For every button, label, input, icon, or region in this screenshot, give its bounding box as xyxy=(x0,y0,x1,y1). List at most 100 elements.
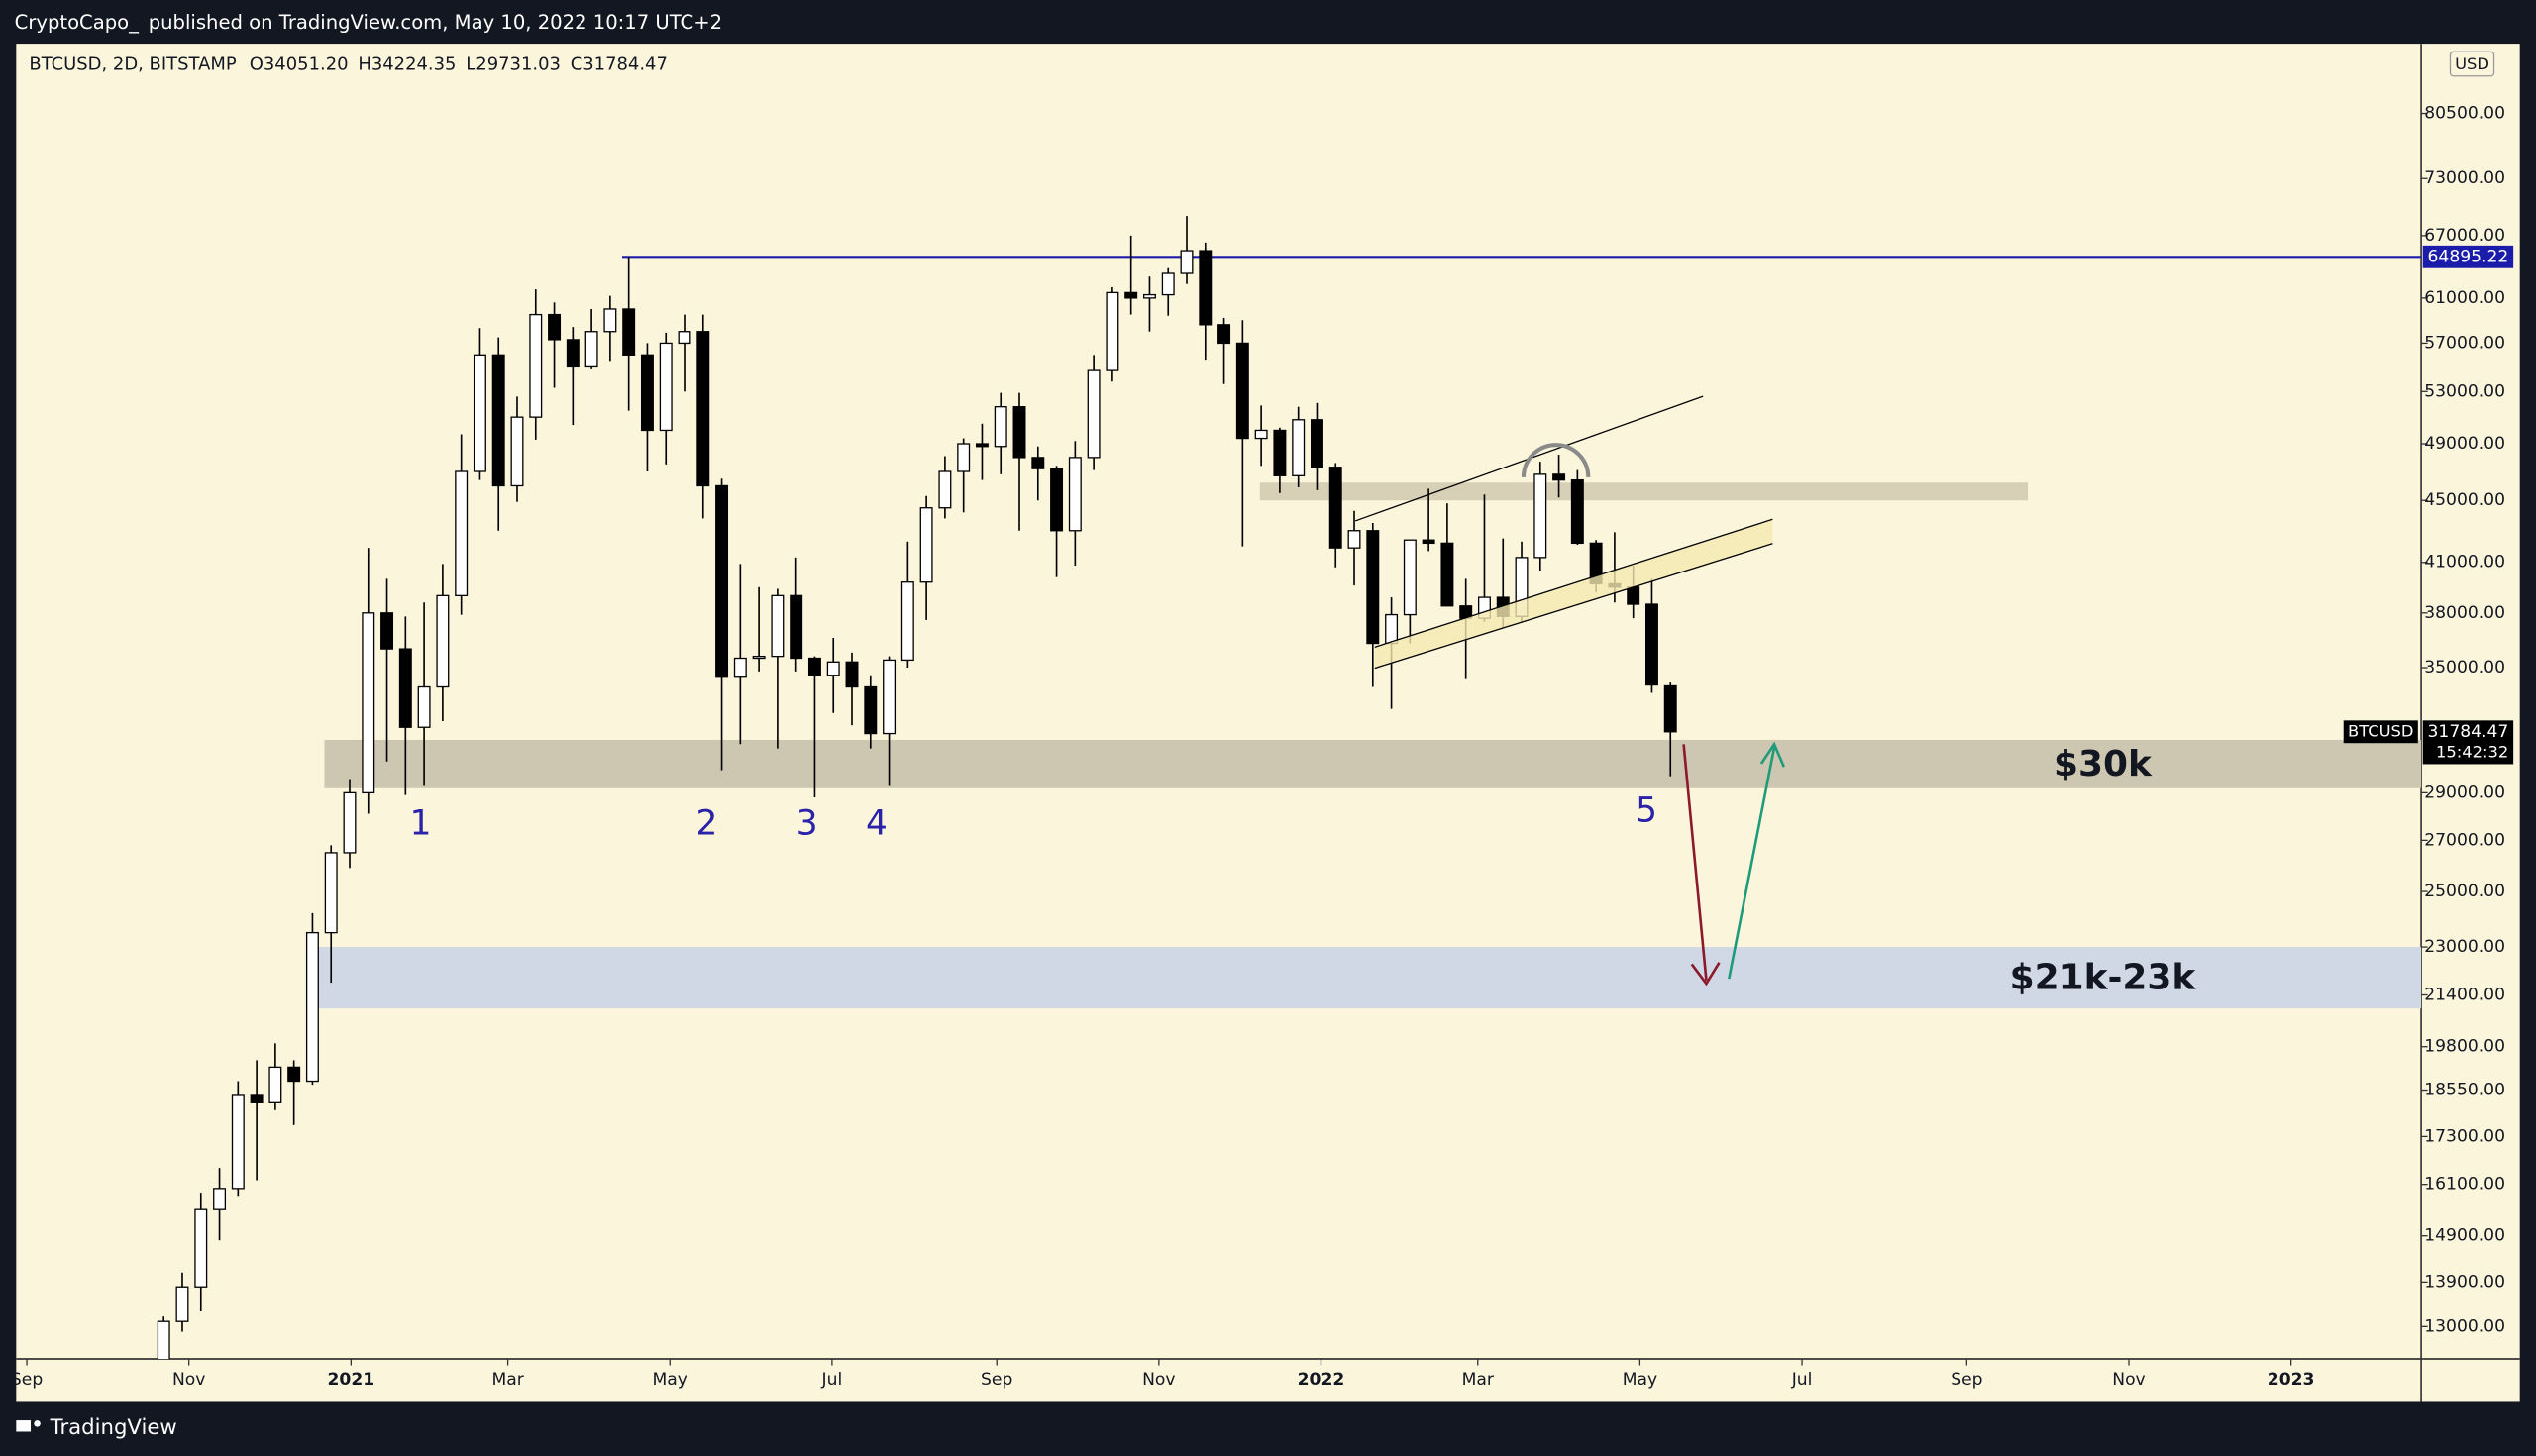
y-tick-label: 27000.00 xyxy=(2424,830,2505,850)
candle-body xyxy=(864,685,878,735)
candle-body xyxy=(1012,406,1026,459)
candle-body xyxy=(305,931,319,1083)
arrow-down xyxy=(1682,744,1708,981)
y-tick-label: 35000.00 xyxy=(2424,658,2505,677)
axes: 13000.00 13900.00 14900.00 16100.00 17300.00… xyxy=(11,104,2514,1390)
publisher: CryptoCapo_ published on TradingView.com,… xyxy=(15,10,722,33)
candle-body xyxy=(362,612,375,794)
candle-body xyxy=(529,313,543,418)
zones: $30k $21k-23k xyxy=(308,256,2422,1009)
publisher-name: CryptoCapo_ xyxy=(15,10,139,33)
candle-body xyxy=(790,594,803,660)
publish-info: published on TradingView.com, May 10, 20… xyxy=(149,10,722,33)
zone-label: $21k-23k xyxy=(2010,958,2197,998)
wave-label: 4 xyxy=(866,803,888,843)
candle-body xyxy=(455,470,469,597)
countdown: 15:42:32 xyxy=(2436,743,2508,762)
candle-body xyxy=(640,354,654,432)
y-tick-label: 16100.00 xyxy=(2424,1175,2505,1195)
candle-body xyxy=(1068,457,1082,532)
candle-body xyxy=(1050,468,1064,532)
ohlc-close: C31784.47 xyxy=(571,53,668,74)
candle-body xyxy=(1644,603,1658,686)
candle-body xyxy=(1328,467,1342,549)
x-tick-label: 2023 xyxy=(2268,1370,2315,1390)
candle-body xyxy=(1552,473,1566,481)
y-tick-label: 80500.00 xyxy=(2424,104,2505,124)
candle-body xyxy=(678,331,691,345)
candle-body xyxy=(473,354,486,472)
symbol-tag: BTCUSD xyxy=(2348,721,2413,740)
channel-lower-2 xyxy=(1374,543,1773,670)
x-tick-label: May xyxy=(653,1370,687,1390)
y-tick-label: 49000.00 xyxy=(2424,434,2505,454)
legend: BTCUSD, 2D, BITSTAMP O34051.20 H34224.35 L2… xyxy=(29,53,668,74)
y-tick-label: 73000.00 xyxy=(2424,168,2505,188)
x-tick-label: Jul xyxy=(1791,1370,1813,1390)
candle-body xyxy=(845,661,859,688)
candle-body xyxy=(1161,272,1175,296)
x-tick-label: May xyxy=(1623,1370,1657,1390)
x-tick-label: Nov xyxy=(2112,1370,2145,1390)
x-tick-label: Nov xyxy=(1142,1370,1175,1390)
y-tick-label: 23000.00 xyxy=(2424,937,2505,957)
level-price-tag xyxy=(2422,245,2514,268)
candle-body xyxy=(231,1094,245,1190)
y-tick-label: 45000.00 xyxy=(2424,490,2505,510)
x-tick-label: Mar xyxy=(491,1370,524,1390)
brand-name: TradingView xyxy=(50,1415,177,1440)
candle-body xyxy=(380,612,394,650)
y-tick-label: 21400.00 xyxy=(2424,986,2505,1005)
candle-body xyxy=(417,685,431,728)
candle-body xyxy=(938,470,952,509)
wave-label: 3 xyxy=(796,803,818,843)
candle-body xyxy=(584,331,598,368)
x-tick-label: Mar xyxy=(1462,1370,1495,1390)
candle-body xyxy=(919,507,933,583)
y-tick-label: 18550.00 xyxy=(2424,1081,2505,1100)
ohlc-high: H34224.35 xyxy=(358,53,456,74)
y-tick-label: 17300.00 xyxy=(2424,1126,2505,1146)
wave-label: 5 xyxy=(1636,790,1657,830)
candle-body xyxy=(883,659,897,735)
candle-body xyxy=(659,342,673,432)
candle-body xyxy=(1385,613,1399,645)
candle-body xyxy=(1347,530,1361,549)
candle-body xyxy=(975,443,989,448)
candle-body xyxy=(603,308,617,333)
zone-label: $30k xyxy=(2054,744,2153,784)
candle-body xyxy=(343,791,357,854)
arrow-up xyxy=(1728,747,1776,980)
x-tick-label: Sep xyxy=(1951,1370,1982,1390)
y-tick-label: 38000.00 xyxy=(2424,603,2505,623)
candle-body xyxy=(398,648,412,728)
candle-body xyxy=(826,661,840,676)
candle-body xyxy=(1106,291,1119,371)
candle-body xyxy=(491,354,505,487)
y-tick-label: 67000.00 xyxy=(2424,226,2505,246)
y-tick-label: 29000.00 xyxy=(2424,782,2505,802)
candle-body xyxy=(324,852,338,934)
candle-body xyxy=(1570,478,1584,545)
channel-band xyxy=(1374,519,1773,669)
candle-body xyxy=(287,1066,301,1083)
candle-body xyxy=(1273,429,1287,476)
candle-body xyxy=(175,1286,189,1322)
x-tick-label: Sep xyxy=(11,1370,43,1390)
candle-body xyxy=(1031,457,1045,469)
candle-body xyxy=(194,1208,208,1288)
x-tick-label: 2021 xyxy=(328,1370,375,1390)
candle-body xyxy=(733,657,747,678)
candle-body xyxy=(696,331,710,487)
y-tick-label: 57000.00 xyxy=(2424,333,2505,353)
symbol: BTCUSD, 2D, BITSTAMP xyxy=(29,53,236,74)
currency-badge[interactable] xyxy=(2449,51,2495,77)
wave-label: 1 xyxy=(410,803,432,843)
y-tick-label: 25000.00 xyxy=(2424,882,2505,901)
candle-body xyxy=(1235,342,1249,440)
currency: USD xyxy=(2455,54,2489,73)
candle-body xyxy=(1142,293,1156,299)
candle-body xyxy=(157,1320,170,1359)
